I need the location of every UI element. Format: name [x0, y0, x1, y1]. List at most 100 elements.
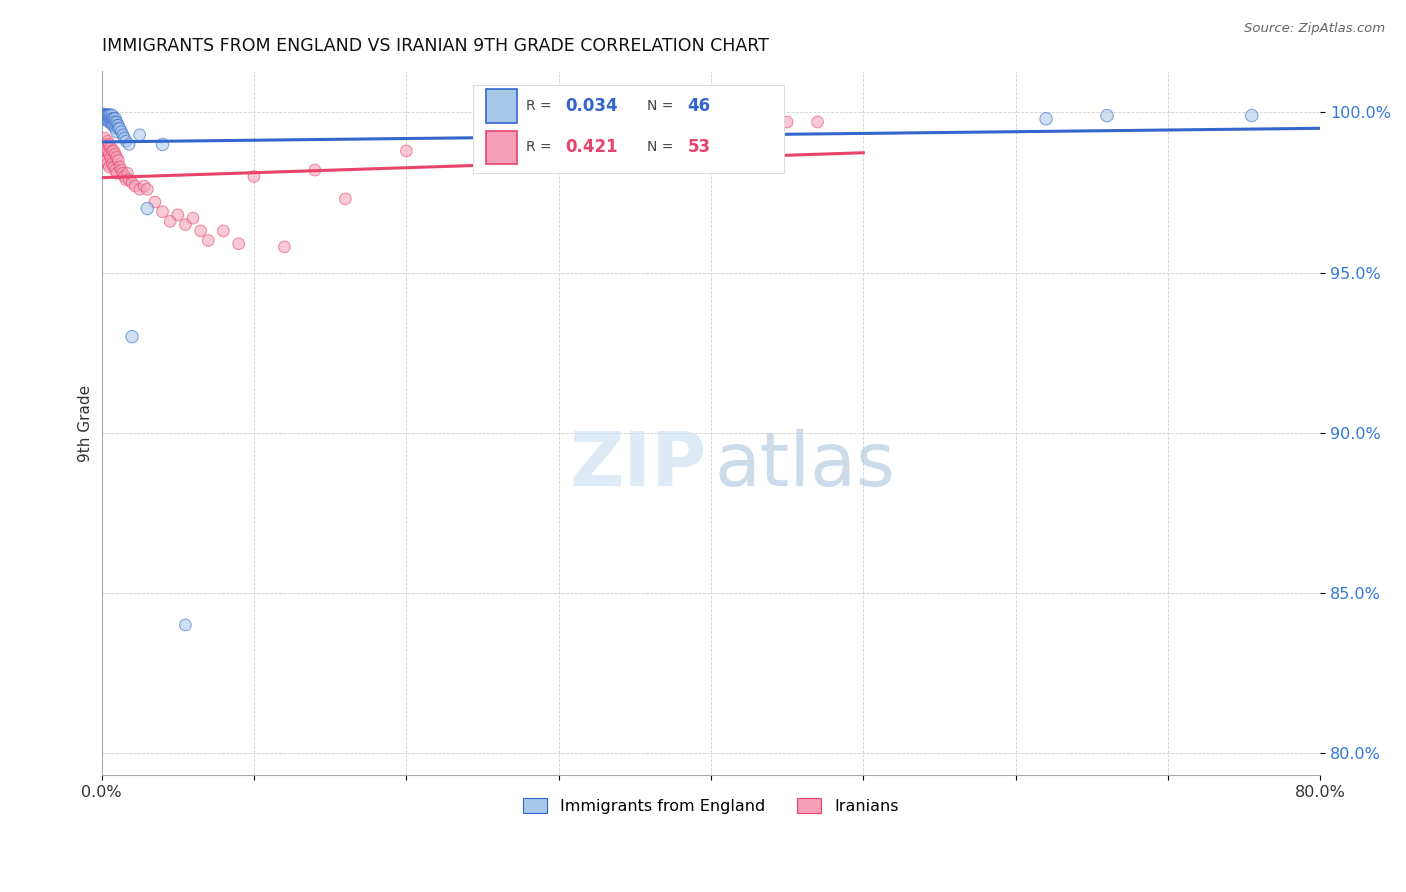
Point [97, 156, 120, 170]
Point [108, 121, 131, 136]
Point [114, 169, 136, 184]
Point [111, 166, 134, 180]
Point [91, 153, 114, 168]
Point [98, 115, 121, 129]
Point [110, 125, 132, 139]
Point [100, 150, 122, 164]
Point [98, 137, 121, 152]
Point [181, 211, 204, 226]
Point [97, 109, 120, 123]
Point [243, 169, 266, 184]
Point [136, 202, 159, 216]
Point [96, 112, 118, 126]
Point [166, 208, 188, 222]
Point [105, 125, 128, 139]
Point [98, 160, 121, 174]
Point [96, 109, 118, 123]
Point [174, 218, 197, 232]
Point [197, 234, 219, 248]
Point [118, 172, 141, 186]
Point [101, 109, 124, 123]
Point [190, 224, 212, 238]
Point [111, 128, 134, 142]
Point [104, 147, 127, 161]
Point [103, 144, 125, 158]
Legend: Immigrants from England, Iranians: Immigrants from England, Iranians [517, 791, 905, 821]
Point [96, 137, 118, 152]
Y-axis label: 9th Grade: 9th Grade [79, 384, 93, 462]
Point [105, 150, 128, 164]
Point [107, 118, 129, 132]
Point [100, 141, 122, 155]
Point [98, 109, 121, 123]
Point [212, 224, 235, 238]
Point [1240, 109, 1263, 123]
Point [152, 204, 174, 219]
Point [98, 112, 121, 126]
Point [97, 109, 120, 123]
Point [304, 163, 326, 178]
Point [97, 134, 120, 148]
Point [93, 144, 115, 158]
Point [105, 115, 128, 129]
Point [395, 144, 418, 158]
Point [100, 112, 122, 126]
Point [335, 192, 357, 206]
Point [96, 109, 118, 123]
Point [117, 166, 139, 180]
Point [104, 115, 127, 129]
Point [471, 118, 494, 132]
Point [103, 115, 125, 129]
Point [103, 118, 125, 132]
Point [103, 112, 125, 126]
Point [101, 118, 124, 132]
Point [98, 109, 121, 123]
Point [121, 176, 143, 190]
Point [105, 118, 128, 132]
Point [273, 240, 295, 254]
Point [103, 160, 125, 174]
Point [124, 179, 146, 194]
Point [104, 121, 127, 136]
Text: Source: ZipAtlas.com: Source: ZipAtlas.com [1244, 22, 1385, 36]
Point [108, 160, 131, 174]
Point [1035, 112, 1057, 126]
Point [143, 195, 166, 210]
Point [91, 109, 114, 123]
Point [91, 137, 114, 152]
Point [118, 137, 141, 152]
Point [104, 112, 127, 126]
Point [93, 109, 115, 123]
Point [128, 128, 150, 142]
Point [100, 115, 122, 129]
Text: atlas: atlas [714, 429, 896, 502]
Point [101, 144, 124, 158]
Point [115, 134, 138, 148]
Point [107, 121, 129, 136]
Point [159, 214, 181, 228]
Point [121, 329, 143, 343]
Point [136, 182, 159, 196]
Point [174, 618, 197, 632]
Point [93, 131, 115, 145]
Point [105, 166, 128, 180]
Point [107, 153, 129, 168]
Point [134, 179, 156, 194]
Point [96, 153, 118, 168]
Point [152, 137, 174, 152]
Point [806, 115, 828, 129]
Point [128, 182, 150, 196]
Point [669, 128, 692, 142]
Point [114, 131, 136, 145]
Point [101, 156, 124, 170]
Point [104, 163, 127, 178]
Point [98, 147, 121, 161]
Text: IMMIGRANTS FROM ENGLAND VS IRANIAN 9TH GRADE CORRELATION CHART: IMMIGRANTS FROM ENGLAND VS IRANIAN 9TH G… [101, 37, 769, 55]
Point [93, 112, 115, 126]
Point [115, 172, 138, 186]
Point [1095, 109, 1118, 123]
Point [101, 115, 124, 129]
Point [110, 163, 132, 178]
Point [97, 112, 120, 126]
Point [228, 236, 250, 251]
